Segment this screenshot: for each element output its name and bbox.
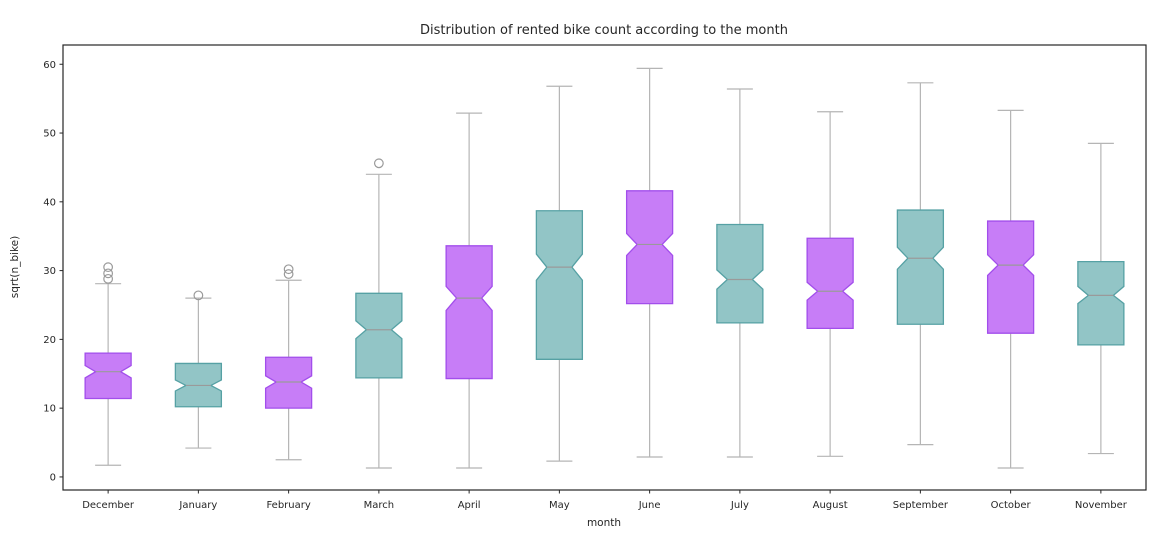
x-tick-label: December [82, 500, 135, 511]
boxplot-box [445, 245, 493, 380]
x-tick-label: January [178, 500, 217, 511]
boxplot-box [806, 237, 854, 330]
x-tick-label: March [364, 500, 394, 511]
boxplot-box [986, 220, 1035, 334]
x-tick-label: February [266, 500, 310, 511]
boxplot-box [355, 292, 403, 379]
y-tick-label: 20 [43, 335, 56, 346]
x-tick-label: November [1075, 500, 1128, 511]
y-tick-label: 60 [43, 60, 56, 71]
boxplot-box [716, 223, 764, 324]
boxplot-box [1077, 261, 1125, 346]
x-tick-label: July [730, 500, 749, 511]
chart-title: Distribution of rented bike count accord… [420, 23, 788, 38]
outlier-point [103, 268, 114, 279]
outlier-point [283, 264, 294, 275]
y-tick-label: 40 [43, 197, 56, 208]
y-tick-label: 30 [43, 266, 56, 277]
outlier-point [283, 269, 294, 279]
outlier-point [193, 290, 204, 301]
outlier-point [103, 273, 114, 284]
outlier-point [103, 262, 114, 273]
y-axis-label: sqrt(n_bike) [9, 236, 21, 298]
x-tick-label: May [549, 500, 570, 511]
boxplot-box [535, 210, 584, 360]
plot-area: 0 10 20 30 40 50 60 December January February Marc… [43, 44, 1147, 511]
plot-frame [62, 44, 1147, 491]
boxplot-box [896, 209, 945, 325]
x-tick-label: August [813, 500, 848, 511]
boxplot-box [264, 356, 313, 409]
y-tick-label: 10 [43, 404, 56, 415]
outlier-point [373, 158, 384, 169]
x-tick-label: June [638, 500, 661, 511]
x-axis-label: month [587, 517, 621, 529]
x-tick-label: October [991, 500, 1032, 511]
y-tick-label: 0 [50, 472, 56, 483]
y-tick-label: 50 [43, 129, 56, 140]
x-tick-label: September [893, 500, 949, 511]
x-tick-label: April [458, 500, 481, 511]
boxplot-box [84, 352, 132, 400]
boxplot-box [625, 190, 674, 305]
